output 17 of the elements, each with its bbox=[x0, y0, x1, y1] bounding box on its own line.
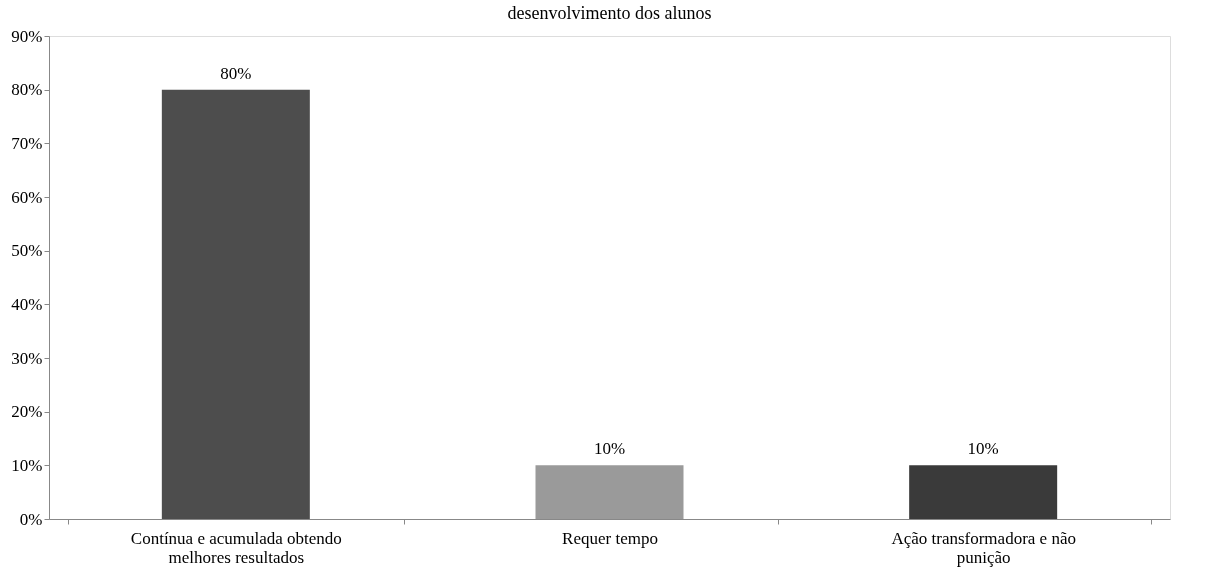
y-tick-label: 20% bbox=[11, 402, 43, 422]
data-label: 10% bbox=[967, 439, 999, 459]
x-tick-label: Contínua e acumulada obtendo melhores resultados bbox=[130, 528, 342, 567]
x-tick-label: Ação transformadora e não punição bbox=[891, 528, 1076, 567]
y-tick-label: 70% bbox=[11, 133, 43, 153]
y-tick-label: 60% bbox=[11, 187, 43, 207]
y-tick-label: 90% bbox=[11, 26, 43, 46]
data-label: 80% bbox=[220, 63, 252, 83]
data-label: 10% bbox=[593, 439, 626, 459]
y-tick-label: 30% bbox=[11, 348, 43, 368]
y-tick-label: 10% bbox=[11, 455, 43, 475]
y-tick-label: 40% bbox=[11, 294, 43, 314]
chart-title: desenvolvimento dos alunos bbox=[507, 3, 712, 23]
y-tick-label: 80% bbox=[11, 80, 43, 100]
y-tick-label: 0% bbox=[19, 509, 43, 529]
y-tick-label: 50% bbox=[11, 241, 43, 261]
x-tick-label: Requer tempo bbox=[562, 528, 658, 548]
